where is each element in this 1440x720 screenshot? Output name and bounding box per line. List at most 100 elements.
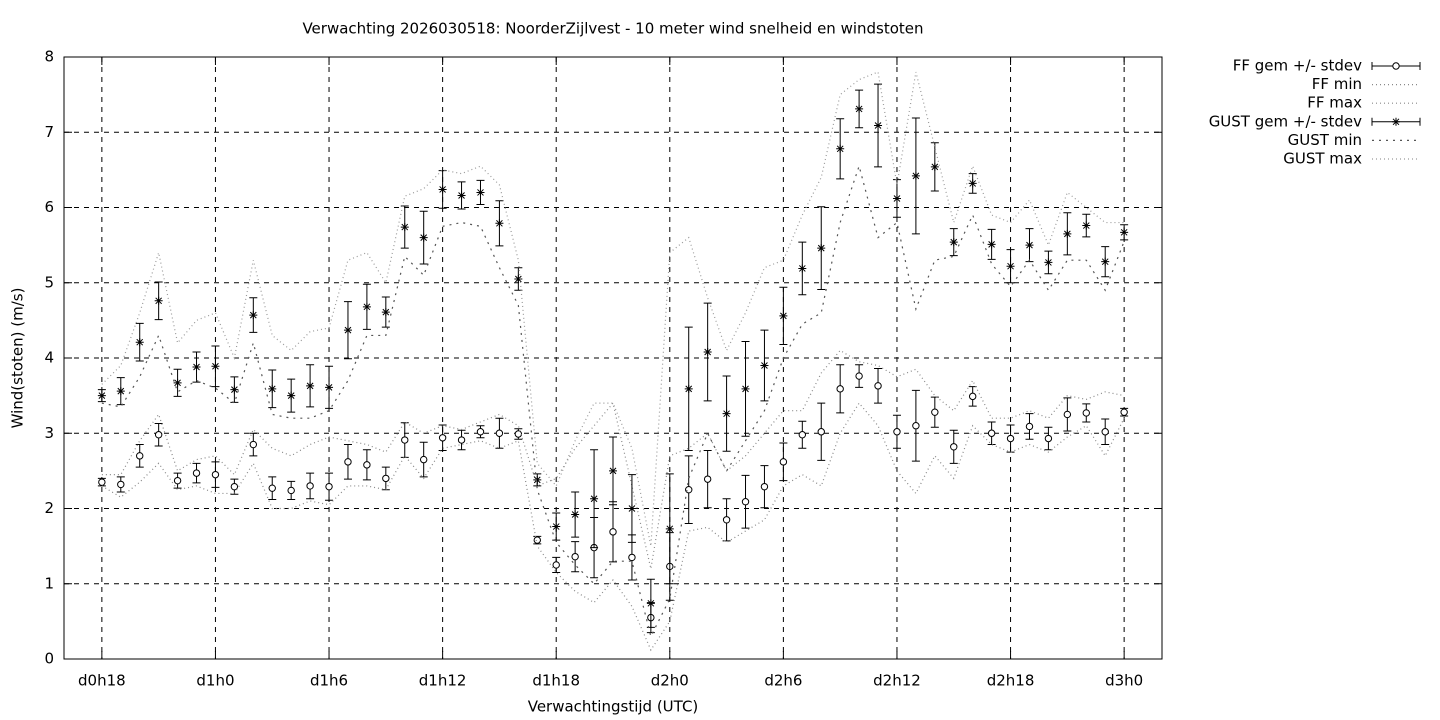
point [590, 494, 599, 503]
point [457, 191, 466, 200]
point [1025, 422, 1034, 431]
point [1025, 241, 1034, 250]
point [136, 452, 144, 460]
legend-label: FF max [1307, 94, 1362, 112]
point [817, 428, 825, 436]
point [892, 194, 901, 203]
y-tick-label: 4 [44, 349, 54, 367]
point [930, 162, 939, 171]
point [419, 233, 428, 242]
point [154, 431, 163, 439]
point [230, 385, 239, 394]
point [1063, 229, 1072, 238]
point [135, 338, 144, 347]
y-tick-label: 3 [44, 424, 54, 442]
point [836, 144, 845, 153]
point [552, 522, 561, 531]
point [192, 363, 201, 372]
legend-label: GUST max [1283, 150, 1362, 168]
point [1120, 228, 1129, 237]
point [495, 429, 504, 437]
point [173, 476, 182, 485]
y-tick-label: 7 [44, 123, 54, 141]
y-tick-label: 1 [44, 574, 54, 592]
point [533, 475, 542, 484]
point [249, 311, 258, 320]
series-line [101, 402, 1125, 652]
point [874, 382, 882, 390]
point [628, 553, 636, 562]
point [1101, 428, 1109, 436]
point [931, 408, 939, 416]
point [363, 461, 371, 469]
x-tick-label: d1h12 [419, 672, 467, 690]
point [476, 428, 485, 436]
y-tick-label: 5 [44, 273, 54, 291]
point [362, 302, 371, 311]
point [741, 498, 750, 506]
point [968, 392, 977, 401]
point [741, 384, 750, 393]
chart-title: Verwachting 2026030518: NoorderZijlvest … [302, 20, 923, 38]
point [609, 466, 617, 475]
point [1063, 410, 1072, 419]
point [325, 383, 334, 392]
point [325, 482, 333, 491]
y-tick-label: 2 [44, 499, 54, 517]
point [798, 264, 807, 273]
point [401, 436, 409, 444]
point [154, 296, 163, 305]
point [798, 431, 807, 439]
point [97, 391, 106, 400]
point [476, 188, 485, 197]
point [893, 428, 901, 436]
point [779, 311, 788, 320]
point [779, 458, 788, 466]
point [987, 240, 996, 249]
point [855, 104, 864, 113]
x-tick-label: d1h18 [532, 672, 580, 690]
point [382, 474, 390, 483]
point [268, 384, 277, 393]
point [855, 372, 863, 380]
point [968, 179, 977, 188]
point [760, 361, 769, 370]
x-tick-label: d3h0 [1105, 672, 1143, 690]
point [400, 223, 409, 232]
point [950, 443, 958, 451]
y-tick-label: 0 [44, 650, 54, 668]
point [571, 552, 579, 561]
point [173, 378, 182, 387]
legend-label: GUST min [1288, 131, 1362, 149]
point [533, 536, 541, 544]
point [268, 484, 276, 492]
point [514, 430, 523, 438]
x-tick-label: d2h6 [764, 672, 802, 690]
point [949, 238, 958, 247]
point [287, 391, 296, 400]
point [911, 171, 920, 180]
point [419, 455, 428, 464]
point [1101, 257, 1110, 266]
point [1082, 221, 1091, 230]
point [287, 486, 295, 495]
point [684, 384, 693, 393]
point [817, 244, 826, 253]
x-tick-label: d2h0 [651, 672, 689, 690]
point [438, 185, 447, 194]
point [571, 510, 580, 519]
point [627, 504, 636, 513]
point [343, 326, 352, 335]
point [306, 482, 314, 490]
point [381, 308, 390, 317]
x-tick-label: d2h12 [873, 672, 921, 690]
point [98, 478, 106, 486]
point [646, 599, 655, 608]
point [306, 381, 315, 390]
point [1120, 408, 1128, 416]
point [609, 528, 617, 536]
point [230, 482, 239, 491]
point [665, 524, 674, 533]
point [1044, 434, 1053, 443]
point [211, 362, 220, 371]
